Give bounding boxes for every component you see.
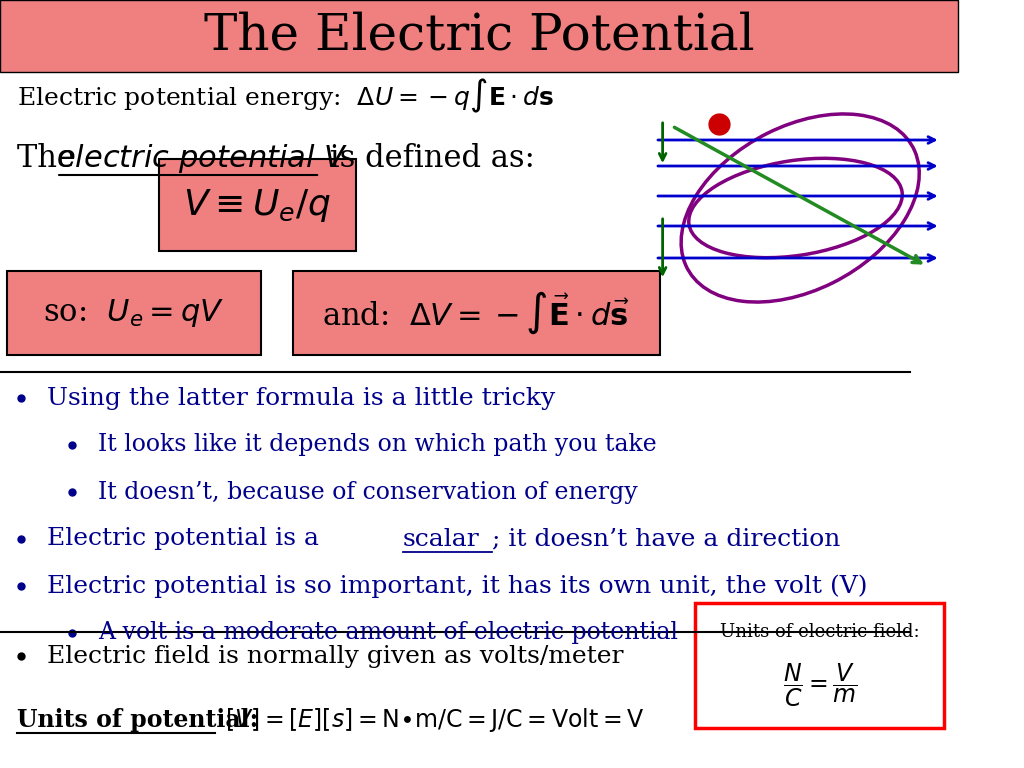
Text: $V \equiv U_e/q$: $V \equiv U_e/q$ xyxy=(183,187,332,223)
Text: Electric potential is a: Electric potential is a xyxy=(47,528,327,551)
FancyBboxPatch shape xyxy=(695,603,944,728)
Text: Electric field is normally given as volts/meter: Electric field is normally given as volt… xyxy=(47,644,624,667)
Text: $\dfrac{N}{C} = \dfrac{V}{m}$: $\dfrac{N}{C} = \dfrac{V}{m}$ xyxy=(782,661,857,709)
Text: It looks like it depends on which path you take: It looks like it depends on which path y… xyxy=(98,433,657,456)
Text: Electric potential is so important, it has its own unit, the volt (V): Electric potential is so important, it h… xyxy=(47,574,867,598)
Text: $[V] = [E][s] = \mathrm{N{\bullet}m/C} = \mathrm{J/C} = \mathrm{Volt} = \mathrm{: $[V] = [E][s] = \mathrm{N{\bullet}m/C} =… xyxy=(224,706,644,734)
Text: ; it doesn’t have a direction: ; it doesn’t have a direction xyxy=(492,528,840,551)
FancyBboxPatch shape xyxy=(159,159,355,251)
Text: scalar: scalar xyxy=(402,528,479,551)
Text: Units of potential:: Units of potential: xyxy=(16,708,258,732)
FancyBboxPatch shape xyxy=(0,0,958,72)
Text: The: The xyxy=(16,143,85,174)
FancyBboxPatch shape xyxy=(6,271,261,355)
Text: Electric potential energy:  $\Delta U = -q\int \mathbf{E} \cdot d\mathbf{s}$: Electric potential energy: $\Delta U = -… xyxy=(16,77,554,115)
Text: and:  $\Delta V = -\int \vec{\mathbf{E}} \cdot d\vec{\mathbf{s}}$: and: $\Delta V = -\int \vec{\mathbf{E}} … xyxy=(323,290,631,336)
Text: is defined as:: is defined as: xyxy=(321,143,535,174)
FancyBboxPatch shape xyxy=(293,271,659,355)
Text: A volt is a moderate amount of electric potential: A volt is a moderate amount of electric … xyxy=(98,621,678,644)
Text: Using the latter formula is a little tricky: Using the latter formula is a little tri… xyxy=(47,386,555,409)
Text: It doesn’t, because of conservation of energy: It doesn’t, because of conservation of e… xyxy=(98,481,638,504)
Text: so:  $U_e = qV$: so: $U_e = qV$ xyxy=(43,297,224,329)
Text: The Electric Potential: The Electric Potential xyxy=(204,12,755,61)
Text: Units of electric field:: Units of electric field: xyxy=(720,623,920,641)
Text: $\it{electric\ potential\ V}$: $\it{electric\ potential\ V}$ xyxy=(56,141,349,174)
